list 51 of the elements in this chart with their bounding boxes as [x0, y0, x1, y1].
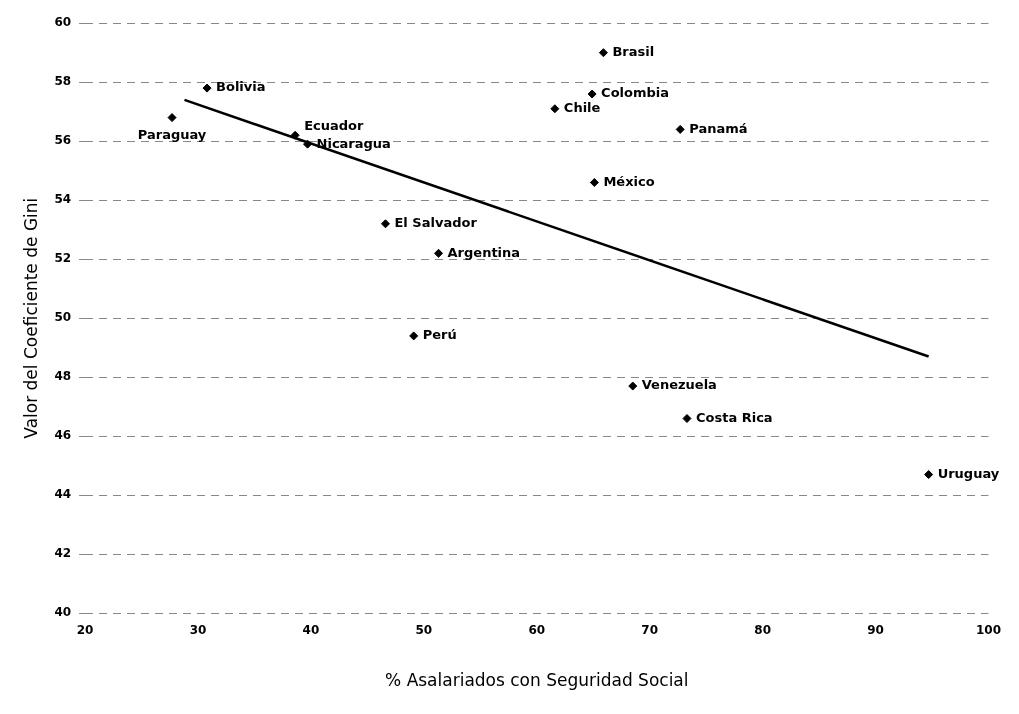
- point: [598, 48, 608, 58]
- y-tick-label: 44: [54, 487, 72, 502]
- x-axis-title: % Asalariados con Seguridad Social: [385, 670, 689, 691]
- x-tick-label: 20: [76, 622, 94, 637]
- x-tick-label: 50: [415, 622, 433, 637]
- point: [924, 470, 934, 480]
- x-tick-label: 30: [189, 622, 207, 637]
- annotation: Brasil: [612, 44, 655, 60]
- y-tick-label: 42: [54, 546, 72, 561]
- point: [434, 248, 444, 258]
- x-tick-label: 60: [528, 622, 546, 637]
- y-tick-label: 54: [54, 192, 72, 207]
- annotation: Paraguay: [137, 126, 207, 142]
- annotation: Perú: [422, 327, 457, 343]
- point: [628, 381, 638, 391]
- annotation: Chile: [563, 100, 601, 116]
- point: [589, 178, 599, 187]
- annotation: Costa Rica: [695, 409, 773, 425]
- y-tick-label: 58: [54, 74, 72, 89]
- point: [587, 89, 597, 99]
- y-tick-label: 52: [54, 251, 72, 266]
- x-tick-label: 100: [975, 622, 1002, 637]
- annotation: Colombia: [601, 85, 670, 101]
- y-tick-label: 60: [54, 15, 72, 30]
- point: [409, 331, 419, 341]
- point: [682, 414, 692, 423]
- y-tick-label: 46: [54, 428, 72, 443]
- y-axis-title: Valor del Coeficiente de Gini: [20, 197, 41, 439]
- x-tick-label: 90: [867, 622, 884, 637]
- point: [380, 219, 390, 229]
- x-tick-label: 70: [641, 622, 659, 637]
- x-tick-label: 80: [754, 622, 771, 637]
- annotation: Uruguay: [937, 465, 1000, 481]
- annotation: Panamá: [689, 120, 748, 136]
- y-tick-label: 56: [54, 133, 72, 148]
- annotation: Venezuela: [641, 377, 717, 393]
- point: [550, 104, 560, 114]
- y-tick-label: 48: [54, 369, 72, 384]
- annotation: Argentina: [447, 244, 521, 260]
- point: [675, 124, 685, 134]
- point: [290, 130, 300, 140]
- annotation: Nicaragua: [316, 135, 391, 151]
- annotation: El Salvador: [394, 215, 478, 231]
- point: [202, 83, 212, 93]
- y-tick-label: 50: [54, 310, 72, 325]
- annotation: Ecuador: [304, 117, 364, 133]
- annotation: México: [603, 173, 655, 189]
- y-tick-label: 40: [54, 605, 72, 620]
- point: [167, 113, 177, 123]
- x-tick-label: 40: [302, 622, 320, 637]
- annotation: Bolivia: [216, 79, 266, 95]
